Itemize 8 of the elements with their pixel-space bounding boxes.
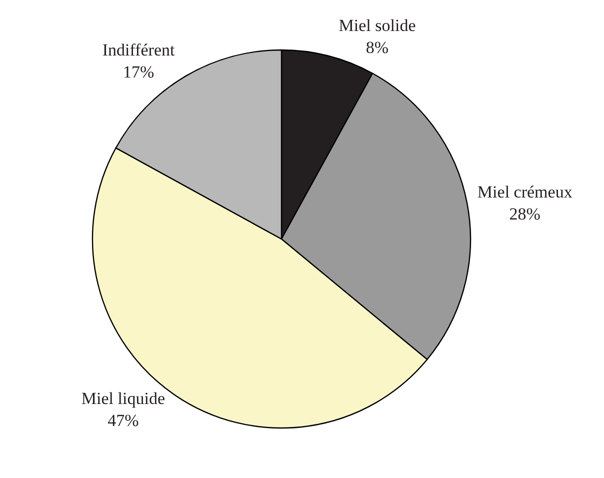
data-label: 8% <box>366 38 389 58</box>
data-label: 28% <box>509 204 540 224</box>
slice-label: Miel crémeux <box>477 182 573 202</box>
slice-label: Indifférent <box>102 40 176 60</box>
data-label: 47% <box>108 410 139 430</box>
slice-label: Miel solide <box>338 16 416 36</box>
data-label: 17% <box>122 62 154 82</box>
slice-label: Miel liquide <box>81 388 165 408</box>
